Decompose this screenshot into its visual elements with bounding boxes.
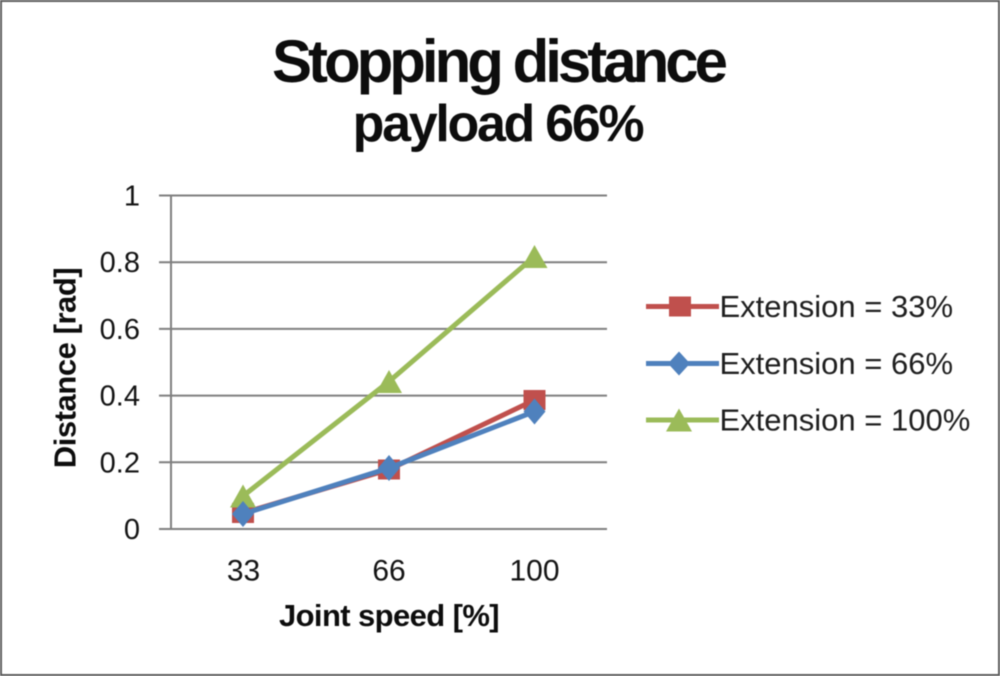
svg-text:Stopping distance: Stopping distance <box>272 28 727 95</box>
svg-text:0.4: 0.4 <box>100 381 140 413</box>
svg-text:1: 1 <box>124 181 140 213</box>
svg-text:0.2: 0.2 <box>100 447 140 479</box>
svg-text:0: 0 <box>124 514 140 546</box>
svg-text:payload 66%: payload 66% <box>353 95 644 153</box>
svg-text:66: 66 <box>372 555 405 588</box>
svg-text:33: 33 <box>227 555 260 588</box>
svg-text:Joint speed [%]: Joint speed [%] <box>279 598 499 633</box>
svg-text:Extension = 66%: Extension = 66% <box>720 346 954 381</box>
svg-text:Extension = 33%: Extension = 33% <box>720 289 954 324</box>
svg-text:0.6: 0.6 <box>100 314 140 346</box>
svg-text:Distance [rad]: Distance [rad] <box>48 268 83 468</box>
svg-text:0.8: 0.8 <box>100 247 140 279</box>
svg-text:Extension = 100%: Extension = 100% <box>720 403 971 438</box>
svg-text:100: 100 <box>509 555 559 588</box>
